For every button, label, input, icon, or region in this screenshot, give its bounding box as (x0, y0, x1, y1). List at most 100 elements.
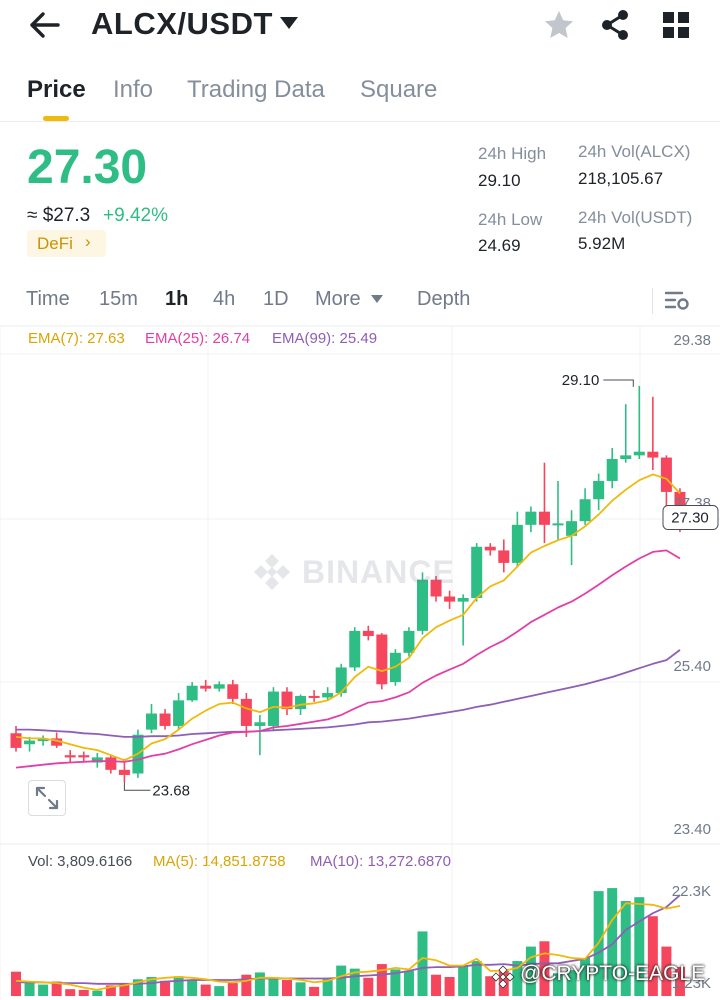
back-arrow-icon[interactable] (28, 10, 62, 40)
candle-body (146, 713, 157, 730)
volume-bar (485, 976, 496, 996)
candle-body (51, 738, 63, 746)
chart-grid (0, 325, 720, 1000)
candle-body (674, 491, 686, 518)
candle-body (159, 713, 171, 726)
stat-vol-quote-value: 5.92M (578, 234, 626, 253)
interval-15m[interactable]: 15m (99, 288, 138, 310)
candle-body (660, 457, 672, 492)
candle-body (376, 634, 388, 685)
tab-trading-data[interactable]: Trading Data (187, 76, 325, 103)
volume-bar (674, 967, 685, 996)
volume-bar (471, 961, 482, 996)
stat-low-value: 24.69 (478, 236, 521, 255)
stat-high-label: 24h High (478, 144, 547, 163)
volume-bar (295, 982, 306, 996)
interval-time[interactable]: Time (26, 288, 70, 310)
candle-body (254, 722, 266, 726)
candle-body (444, 596, 456, 602)
expand-arrows-icon (35, 786, 59, 810)
ma5-legend: MA(5): 14,851.8758 (153, 853, 286, 870)
candle-body (322, 693, 334, 698)
volume-bar (417, 931, 428, 996)
volume-bar (254, 972, 265, 996)
candle-body (227, 684, 239, 699)
candle-body (118, 769, 130, 775)
candle-body (200, 685, 212, 689)
volume-bar (38, 984, 49, 996)
candle-body (10, 733, 22, 748)
stat-high-value: 29.10 (478, 171, 521, 190)
main-tabs: Price Info Trading Data Square (0, 70, 720, 122)
interval-divider (652, 288, 653, 314)
candle-body (647, 451, 659, 458)
volume-bar (444, 977, 455, 996)
chart-settings-icon[interactable] (664, 288, 690, 312)
volume-bar (119, 983, 130, 996)
candle-body (606, 459, 618, 481)
candle-body (308, 695, 320, 698)
candle-body (593, 480, 605, 500)
volume-bar (376, 964, 387, 996)
axis-labels: 29.3827.3825.4023.4022.3K1.23K29.1023.68… (123, 332, 719, 992)
candle-body (538, 511, 550, 525)
volume-bar (92, 990, 103, 996)
volume-bar (363, 977, 374, 996)
volume-bar (11, 971, 21, 996)
candles (10, 385, 686, 783)
volume-bar (65, 989, 76, 996)
volume-bar (214, 986, 225, 996)
interval-1d[interactable]: 1D (263, 288, 289, 310)
candlestick-chart[interactable]: 29.3827.3825.4023.4022.3K1.23K29.1023.68… (0, 322, 720, 1000)
ema7-line (15, 473, 681, 762)
watermark-text: BINANCE (302, 554, 455, 590)
interval-depth[interactable]: Depth (417, 288, 471, 310)
favorite-star-icon[interactable] (543, 9, 575, 41)
credit-text: @CRYPTO-EAGLE (520, 962, 706, 985)
share-icon[interactable] (600, 9, 630, 41)
tab-price[interactable]: Price (27, 76, 86, 103)
volume-bar (620, 901, 631, 996)
pair-title[interactable]: ALCX/USDT (91, 6, 273, 41)
volume-bar (132, 979, 143, 996)
chevron-right-icon: › (85, 232, 91, 251)
stat-vol-base-label: 24h Vol(ALCX) (578, 142, 691, 161)
expand-chart-icon[interactable] (28, 780, 66, 816)
candle-body (457, 597, 469, 602)
candle-body (91, 757, 103, 763)
volume-bar (160, 980, 171, 996)
tab-square[interactable]: Square (360, 76, 438, 103)
low-marker-label: 23.68 (152, 782, 190, 799)
candle-body (552, 523, 564, 526)
indicator-lines (15, 473, 681, 991)
candle-body (566, 521, 578, 536)
interval-1h[interactable]: 1h (165, 288, 189, 310)
volume-bar (539, 941, 550, 996)
volume-bar (661, 946, 672, 996)
candle-body (403, 630, 415, 653)
binance-watermark: BINANCE (250, 550, 470, 594)
category-tag[interactable]: DeFi › (27, 230, 106, 257)
volume-bar (146, 977, 157, 996)
binance-logo-icon (254, 554, 290, 590)
interval-4h[interactable]: 4h (213, 288, 236, 310)
interval-bar: Time 15m 1h 4h 1D More Depth (0, 280, 720, 320)
usd-price: ≈ $27.3 (27, 205, 91, 226)
volume-bar (227, 983, 238, 996)
candle-body (64, 755, 76, 758)
candle-body (498, 550, 510, 563)
candle-body (349, 630, 361, 668)
stat-vol-base-value: 218,105.67 (578, 169, 664, 188)
more-caret-icon[interactable] (370, 294, 384, 304)
volume-bar (403, 970, 414, 996)
high-marker-line (603, 379, 634, 387)
tab-info[interactable]: Info (113, 76, 154, 103)
volume-bar (607, 888, 618, 996)
candle-body (267, 691, 279, 726)
candle-body (105, 757, 117, 770)
volume-bar (105, 985, 116, 996)
grid-menu-icon[interactable] (661, 10, 691, 40)
volume-bar (187, 980, 198, 996)
interval-more[interactable]: More (315, 288, 361, 310)
caret-down-icon[interactable] (279, 15, 299, 31)
